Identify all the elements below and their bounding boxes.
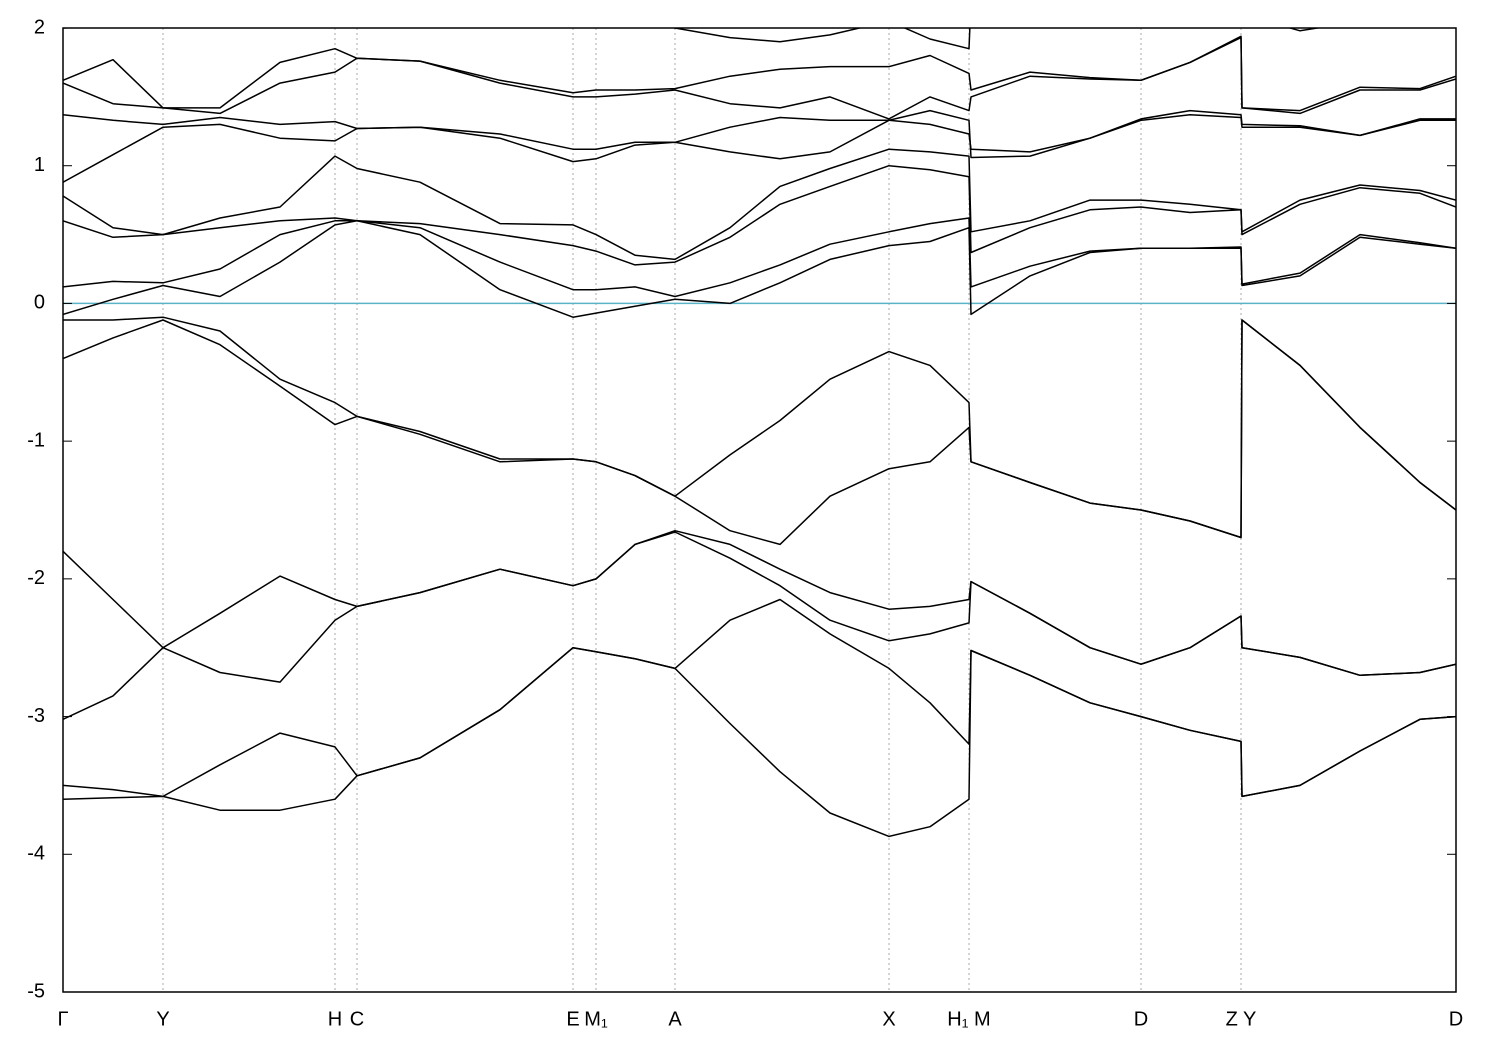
x-tick-label: Y bbox=[156, 1008, 169, 1030]
y-tick-label: 0 bbox=[34, 292, 45, 314]
x-tick-label: H₁ M bbox=[947, 1008, 990, 1030]
band-line bbox=[63, 109, 1456, 153]
band-line bbox=[63, 148, 1456, 261]
y-tick-label: -2 bbox=[27, 567, 45, 589]
y-tick-label: -3 bbox=[27, 705, 45, 727]
x-tick-label: Γ bbox=[57, 1008, 68, 1030]
y-tick-label: 2 bbox=[34, 16, 45, 38]
x-tick-label: M₁ bbox=[584, 1008, 608, 1030]
bands-layer bbox=[63, 28, 1456, 838]
x-tick-label: X bbox=[882, 1008, 895, 1030]
x-tick-label: E bbox=[566, 1008, 579, 1030]
y-tick-label: -1 bbox=[27, 429, 45, 451]
x-tick-label: A bbox=[668, 1008, 682, 1030]
band-line bbox=[63, 35, 1456, 112]
band-line bbox=[63, 316, 1456, 539]
x-tick-label: D bbox=[1134, 1008, 1148, 1030]
y-tick-label: -4 bbox=[27, 843, 45, 865]
band-line bbox=[63, 28, 1323, 50]
x-tick-label: C bbox=[350, 1008, 364, 1030]
band-line bbox=[63, 529, 1456, 677]
plot-frame bbox=[62, 27, 1457, 993]
x-tick-label: Z Y bbox=[1226, 1008, 1257, 1030]
band-line bbox=[63, 598, 1456, 798]
band-line bbox=[63, 217, 1456, 298]
y-tick-label: 1 bbox=[34, 154, 45, 176]
labels-layer: -5 -4 -3 -2 -1 0 1 2 Γ Y H C E M₁ A X H₁ M D Z Y D bbox=[27, 16, 1463, 1030]
x-tick-label: H bbox=[328, 1008, 342, 1030]
x-tick-label: D bbox=[1449, 1008, 1463, 1030]
y-tick-label: -5 bbox=[27, 980, 45, 1002]
